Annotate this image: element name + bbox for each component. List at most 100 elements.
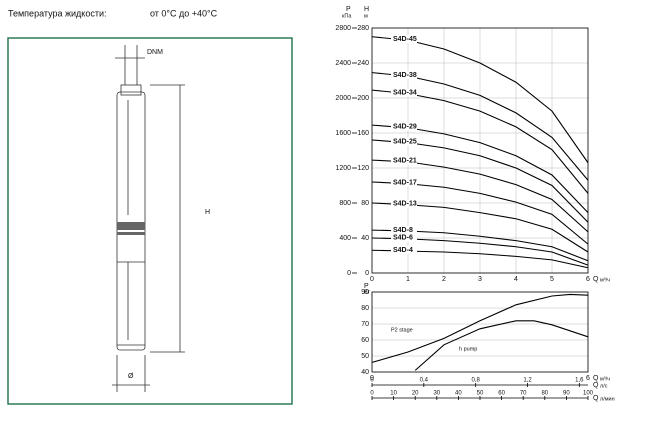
series-label-bg <box>391 233 417 242</box>
y2-tick-label: 2800 <box>335 25 351 32</box>
height-label: H <box>205 209 210 216</box>
series-label-bg <box>391 246 417 255</box>
series-label: S4D-38 <box>393 72 417 79</box>
x2-axis-unit: л/с <box>600 383 608 389</box>
y-tick-label: 200 <box>357 95 369 102</box>
x-tick-label: 0 <box>370 375 374 382</box>
x-tick-label: 6 <box>586 276 590 283</box>
series-label-bg <box>457 345 491 353</box>
x3-tick-label: 40 <box>455 391 462 397</box>
x3-tick-label: 30 <box>433 391 440 397</box>
series-label: S4D-6 <box>393 235 413 242</box>
series-label: S4D-21 <box>393 158 417 165</box>
series-label: P2 stage <box>391 327 413 333</box>
x3-tick-label: 20 <box>412 391 419 397</box>
y-axis-unit: м <box>364 13 368 19</box>
dnm-label: DNM <box>147 49 163 56</box>
series-label-bg <box>391 88 417 97</box>
pump-band <box>117 222 145 230</box>
y2-tick-label: 400 <box>339 235 351 242</box>
series-label-bg <box>391 226 417 234</box>
x-tick-label: 1 <box>406 276 410 283</box>
x-tick-label: 4 <box>514 276 518 283</box>
x-tick-label: 5 <box>550 276 554 283</box>
x-tick-label: 2 <box>442 276 446 283</box>
series-label: S4D-25 <box>393 138 417 145</box>
y2-tick-label: 2000 <box>335 95 351 102</box>
x2-tick-label: 0 <box>370 378 374 384</box>
y-axis-label: P <box>364 283 369 290</box>
x2-tick-label: 1,6 <box>575 378 584 384</box>
y-tick-label: 0 <box>365 270 369 277</box>
series-label-bg <box>391 178 417 187</box>
y2-tick-label: 1600 <box>335 130 351 137</box>
x3-tick-label: 60 <box>498 391 505 397</box>
y-tick-label: 50 <box>361 353 369 360</box>
plot-frame <box>371 27 589 274</box>
x-axis-label: Q <box>593 375 599 382</box>
series-label: S4D-34 <box>393 89 417 96</box>
pump-head <box>120 84 142 96</box>
x3-axis-unit: л/мин <box>600 396 615 402</box>
y2-tick-label: 800 <box>339 200 351 207</box>
x3-tick-label: 50 <box>477 391 484 397</box>
series-label-bg <box>391 199 417 208</box>
y-tick-label: 160 <box>357 130 369 137</box>
x2-tick-label: 0,8 <box>471 378 480 384</box>
x-axis-label: Q <box>593 276 599 283</box>
series-label: S4D-29 <box>393 124 417 131</box>
y-tick-label: 70 <box>361 321 369 328</box>
x3-tick-label: 80 <box>541 391 548 397</box>
x3-axis-label: Q <box>593 395 599 402</box>
header-label: Температура жидкости: <box>8 8 107 18</box>
x3-tick-label: 0 <box>370 391 374 397</box>
drawing-frame <box>7 37 293 405</box>
y2-tick-label: 1200 <box>335 165 351 172</box>
y-tick-label: 120 <box>357 165 369 172</box>
series-line <box>371 293 589 363</box>
y2-axis-label: P <box>346 6 351 13</box>
x-tick-label: 3 <box>478 276 482 283</box>
series-label-bg <box>391 122 417 131</box>
plot-frame <box>371 291 589 373</box>
pump-body <box>116 91 146 351</box>
series-label: h pump <box>459 346 477 352</box>
x-tick-label: 6 <box>586 375 590 382</box>
series-label: S4D-45 <box>393 36 417 43</box>
y2-tick-label: 2400 <box>335 60 351 67</box>
x-axis-unit: м³/ч <box>600 376 610 382</box>
series-label: S4D-17 <box>393 180 417 187</box>
x3-tick-label: 100 <box>583 391 594 397</box>
pump-band <box>117 232 145 235</box>
series-label-bg <box>391 137 417 146</box>
x3-tick-label: 90 <box>563 391 570 397</box>
y-tick-label: 240 <box>357 60 369 67</box>
series-label: S4D-13 <box>393 201 417 208</box>
series-label-bg <box>391 35 417 44</box>
series-label: S4D-4 <box>393 247 413 254</box>
y2-tick-label: 0 <box>347 270 351 277</box>
y-tick-label: 80 <box>361 305 369 312</box>
series-label: S4D-8 <box>393 227 413 234</box>
header-value: от 0°C до +40°C <box>150 8 218 18</box>
series-line <box>414 320 589 371</box>
x3-tick-label: 10 <box>390 391 397 397</box>
y-tick-label: 40 <box>361 235 369 242</box>
y-tick-label: 40 <box>361 369 369 376</box>
series-label-bg <box>391 156 417 165</box>
series-label-bg <box>389 326 423 334</box>
x3-tick-label: 70 <box>520 391 527 397</box>
x2-tick-label: 1,2 <box>523 378 532 384</box>
y-tick-label: 80 <box>361 200 369 207</box>
x2-axis-label: Q <box>593 382 599 389</box>
diameter-label: Ø <box>128 373 134 380</box>
y2-axis-unit: кПа <box>342 13 352 19</box>
x-axis-unit: м³/ч <box>600 277 610 283</box>
y-tick-label: 90 <box>361 289 369 296</box>
y-tick-label: 60 <box>361 337 369 344</box>
series-label-bg <box>391 71 417 80</box>
x2-tick-label: 0,4 <box>420 378 429 384</box>
pump-drawing <box>112 45 185 392</box>
